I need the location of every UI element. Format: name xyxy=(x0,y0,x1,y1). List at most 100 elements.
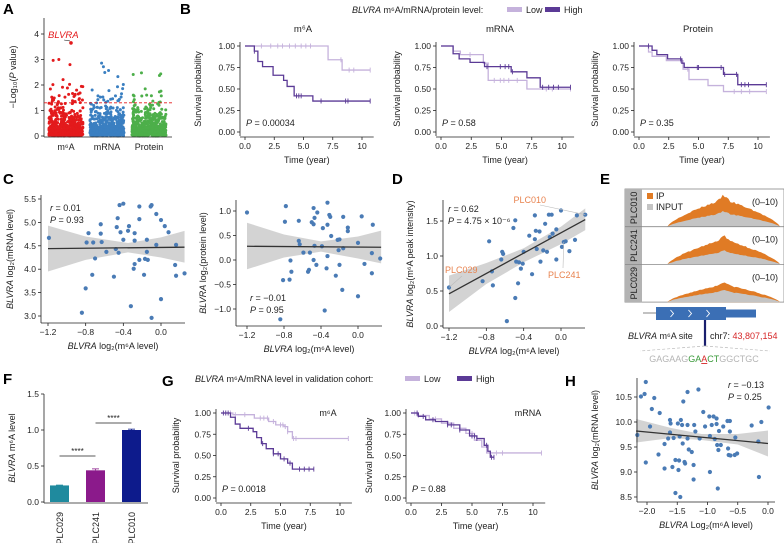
bar-plc029 xyxy=(50,485,69,502)
data-point xyxy=(106,99,110,103)
x-tick-label: 0.0 xyxy=(405,507,417,517)
x-tick-label: 10 xyxy=(335,507,345,517)
y-axis-label-part: BLVRA xyxy=(590,461,600,490)
regression-line xyxy=(246,245,382,248)
data-point xyxy=(50,95,54,99)
data-point xyxy=(131,111,135,115)
data-point xyxy=(278,317,283,322)
data-point xyxy=(103,118,107,122)
data-point xyxy=(121,87,125,91)
data-point xyxy=(108,132,112,136)
data-point xyxy=(67,111,71,115)
data-point xyxy=(65,126,69,130)
r-value-text-part: = 0.62 xyxy=(451,204,479,214)
data-point xyxy=(728,453,733,458)
legend-label-high: High xyxy=(476,374,495,384)
data-point xyxy=(143,107,147,111)
y-axis-label: BLVRA log₂(protein level) xyxy=(198,212,208,314)
data-point xyxy=(164,112,168,116)
survival-curve-high xyxy=(245,45,371,102)
data-point xyxy=(158,297,164,302)
data-point xyxy=(113,94,117,98)
y-axis-label: Survival probability xyxy=(171,417,181,493)
data-point xyxy=(320,226,325,231)
data-point xyxy=(96,132,100,136)
data-point xyxy=(148,112,152,116)
highlight-label: BLVRA xyxy=(48,30,79,41)
data-point xyxy=(652,395,657,401)
x-axis-label-part: log₂(m⁶A level) xyxy=(498,346,560,356)
data-point xyxy=(104,115,108,119)
y-tick-label: 0.25 xyxy=(194,472,211,482)
legend-title-part: m⁶A/mRNA level in validation cohort: xyxy=(224,374,373,384)
panel-f-bar-chart: PLC029 PLC241 PLC010 0.0 0.5 1.0 1.5 **** **** BL… xyxy=(7,389,148,543)
x-tick-label: 7.5 xyxy=(304,507,316,517)
data-point xyxy=(370,222,375,227)
data-point xyxy=(151,99,155,103)
x-axis-label-part: log₂(m⁶A level) xyxy=(97,341,159,351)
data-point xyxy=(132,94,136,98)
data-point xyxy=(154,114,158,118)
x-axis-label: Time (year) xyxy=(284,155,330,165)
data-point xyxy=(559,244,565,249)
data-point xyxy=(146,126,150,130)
significance-label: **** xyxy=(107,414,119,423)
data-point xyxy=(116,116,120,120)
data-point xyxy=(79,84,83,88)
data-point xyxy=(69,127,73,131)
data-point xyxy=(57,94,61,98)
y-axis-label: Survival probability xyxy=(590,51,600,127)
zoom-guide-left xyxy=(639,345,706,352)
data-point xyxy=(75,111,79,115)
track-range: (0–10) xyxy=(752,197,778,207)
data-point xyxy=(101,121,105,125)
y-axis-label-part: BLVRA xyxy=(198,285,208,314)
panel-letter-c: C xyxy=(3,171,14,188)
data-point xyxy=(140,132,144,136)
data-point xyxy=(134,110,138,114)
data-point xyxy=(93,113,97,117)
legend-title: BLVRA m⁶A/mRNA/protein level: xyxy=(352,5,483,15)
data-point xyxy=(68,63,72,67)
data-point xyxy=(99,105,103,109)
data-point xyxy=(137,110,141,114)
data-point xyxy=(133,133,137,137)
data-point xyxy=(73,123,77,127)
data-point xyxy=(156,114,160,118)
data-point xyxy=(77,123,81,127)
data-point xyxy=(675,421,680,426)
x-tick-label: −0.5 xyxy=(729,506,746,516)
data-point xyxy=(117,124,121,128)
data-point xyxy=(90,88,94,92)
data-point xyxy=(50,119,54,123)
data-point xyxy=(312,215,317,220)
significance-label: **** xyxy=(71,447,83,456)
data-point xyxy=(325,253,330,259)
data-point xyxy=(50,134,54,138)
x-tick-label: −0.4 xyxy=(115,327,132,337)
data-point xyxy=(518,266,523,271)
data-point xyxy=(707,414,712,419)
x-tick-label: 5.0 xyxy=(496,141,508,151)
y-tick-label: 0.00 xyxy=(218,127,235,137)
data-point xyxy=(102,98,106,102)
survival-curve-high xyxy=(411,412,494,458)
scatter-plot-4: 3.0 3.5 4.0 4.5 5.0 5.5 −1.2 −0.8 −0.4 0.0 BLVRA l… xyxy=(5,194,187,351)
p-value-text: P = 0.58 xyxy=(442,118,476,128)
data-point xyxy=(71,99,75,103)
data-point xyxy=(53,105,57,109)
p-value-text-part: P xyxy=(222,484,228,494)
x-tick-label: 0.0 xyxy=(352,330,364,340)
r-value-text: r = −0.01 xyxy=(250,293,286,303)
data-point xyxy=(288,258,293,263)
genomic-coordinate: chr7: 43,807,154 xyxy=(710,331,778,341)
data-point xyxy=(111,124,115,128)
survival-curve-high xyxy=(221,412,314,470)
data-point xyxy=(678,494,683,500)
data-point xyxy=(340,287,345,292)
y-tick-label: 1.00 xyxy=(218,41,235,51)
data-point xyxy=(94,110,98,114)
y-tick-label: 0.00 xyxy=(612,127,629,137)
data-point xyxy=(759,419,764,425)
data-point xyxy=(378,256,383,261)
